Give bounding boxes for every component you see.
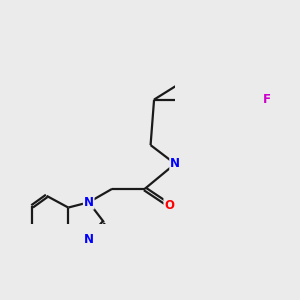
- Text: O: O: [164, 199, 174, 212]
- Text: N: N: [84, 233, 94, 246]
- Text: N: N: [84, 196, 94, 209]
- Text: N: N: [170, 157, 180, 170]
- Text: F: F: [263, 93, 271, 106]
